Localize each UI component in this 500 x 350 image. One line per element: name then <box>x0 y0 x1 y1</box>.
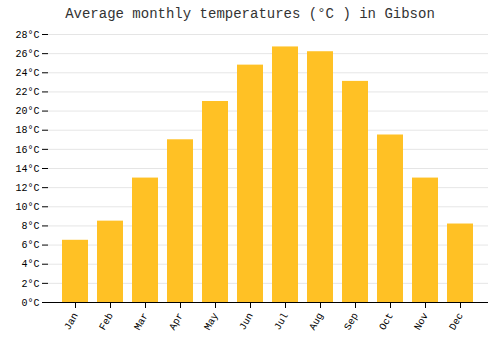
svg-text:0°C: 0°C <box>21 298 39 309</box>
svg-text:Mar: Mar <box>132 311 151 332</box>
svg-text:28°C: 28°C <box>15 30 39 41</box>
svg-text:18°C: 18°C <box>15 125 39 136</box>
svg-text:May: May <box>202 311 221 332</box>
svg-text:Aug: Aug <box>307 311 326 332</box>
svg-text:Oct: Oct <box>377 311 396 332</box>
svg-text:24°C: 24°C <box>15 68 39 79</box>
svg-text:Nov: Nov <box>412 311 431 332</box>
svg-text:8°C: 8°C <box>21 221 39 232</box>
svg-text:14°C: 14°C <box>15 164 39 175</box>
svg-text:Jan: Jan <box>62 311 81 332</box>
svg-text:Sep: Sep <box>342 311 361 332</box>
svg-text:26°C: 26°C <box>15 49 39 60</box>
svg-text:12°C: 12°C <box>15 183 39 194</box>
svg-text:2°C: 2°C <box>21 279 39 290</box>
svg-text:Feb: Feb <box>97 311 116 332</box>
svg-text:Apr: Apr <box>167 311 186 332</box>
svg-text:20°C: 20°C <box>15 106 39 117</box>
svg-text:10°C: 10°C <box>15 202 39 213</box>
svg-text:Dec: Dec <box>447 311 466 332</box>
svg-text:Jun: Jun <box>237 311 256 332</box>
svg-text:22°C: 22°C <box>15 87 39 98</box>
svg-text:Jul: Jul <box>272 311 291 332</box>
svg-text:4°C: 4°C <box>21 259 39 270</box>
svg-text:6°C: 6°C <box>21 240 39 251</box>
svg-text:16°C: 16°C <box>15 145 39 156</box>
html-text:Average monthly temperatures (: Average monthly temperatures (°C ) in Gi… <box>65 6 435 22</box>
